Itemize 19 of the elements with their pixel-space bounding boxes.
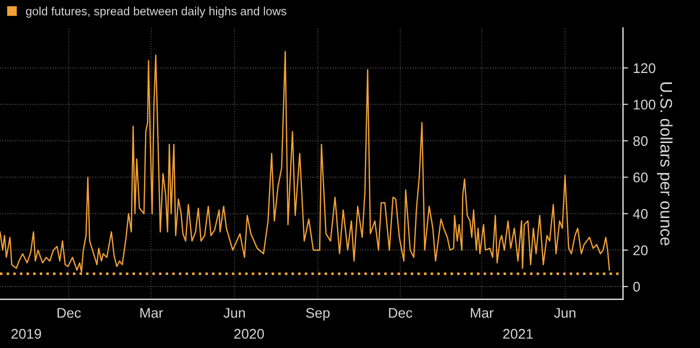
x2-tick-label: 2020 [234,328,264,339]
x-tick-label: Sep [306,308,330,321]
y-tick-label: 80 [633,136,648,146]
x-tick-label: Jun [554,308,576,318]
y-tick-label: 20 [633,245,648,256]
x-tick-label: Jun [224,308,245,318]
y-tick-label: 100 [634,100,656,110]
y-axis-title: U.S. dollars per ounce [657,82,673,246]
x-tick-label: Mar [140,308,163,318]
x-tick-label: Mar [470,308,494,318]
y-tick-label: 60 [633,172,648,182]
x-tick-label: Dec [58,308,81,318]
x2-tick-label: 2019 [12,328,42,339]
y-tick-label: 120 [634,63,656,74]
y-tick-label: 0 [633,282,640,292]
legend-label: gold futures, spread between daily highs and lows [26,6,286,18]
x-tick-label: Dec [389,308,412,318]
x2-tick-label: 2021 [503,328,533,339]
y-tick-label: 40 [633,208,648,219]
